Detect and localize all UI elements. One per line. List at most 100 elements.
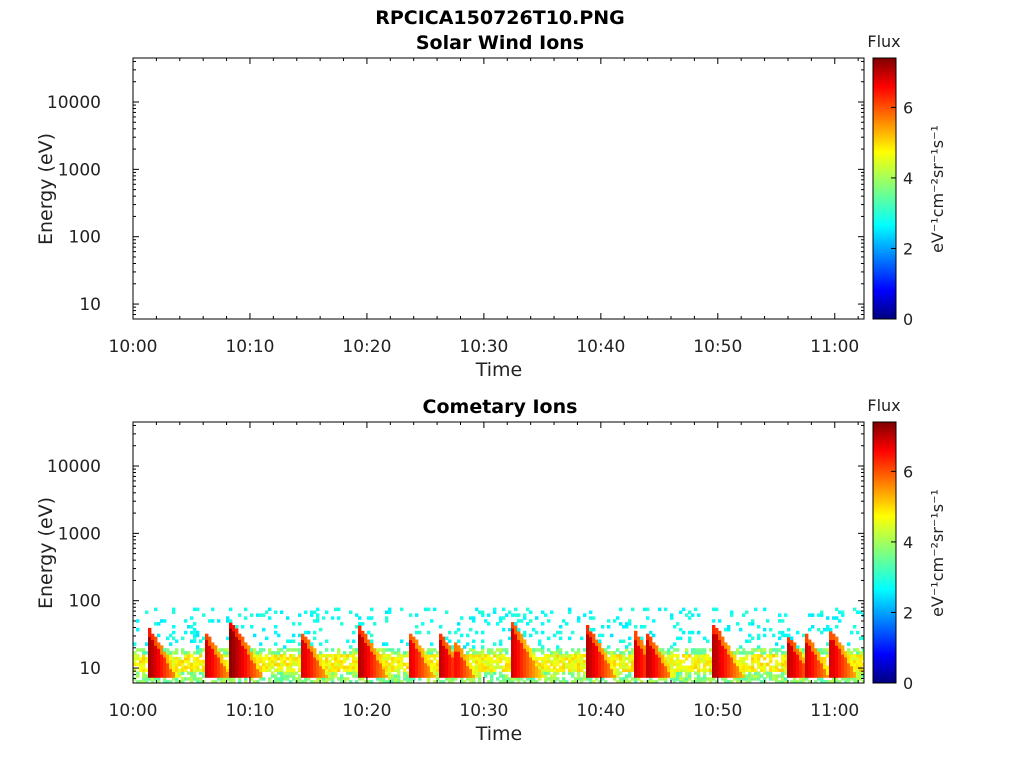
heatmap-cell — [259, 668, 263, 672]
heatmap-cell — [766, 654, 770, 658]
heatmap-cell — [838, 671, 842, 675]
heatmap-cell — [544, 656, 548, 661]
heatmap-cell — [559, 636, 563, 641]
heatmap-cell — [169, 651, 173, 655]
heatmap-cell — [472, 616, 476, 620]
heatmap-cell — [586, 654, 590, 658]
heatmap-cell — [310, 659, 314, 664]
heatmap-cell — [715, 671, 719, 675]
heatmap-cell — [394, 651, 398, 655]
colorbar-unit-2: eV⁻¹cm⁻²sr⁻¹s⁻¹ — [928, 489, 947, 617]
heatmap-cell — [493, 607, 497, 612]
heatmap-cell — [388, 648, 392, 652]
heatmap-cell — [211, 659, 215, 664]
heatmap-cell — [568, 662, 572, 667]
heatmap-cell — [295, 677, 299, 681]
heatmap-cell — [829, 648, 833, 652]
heatmap-cell — [712, 639, 716, 643]
heatmap-cell — [388, 654, 392, 658]
heatmap-cell — [241, 656, 245, 661]
heatmap-cell — [184, 656, 188, 661]
heatmap-cell — [664, 607, 668, 612]
heatmap-cell — [406, 665, 410, 670]
heatmap-cell — [544, 671, 548, 675]
heatmap-cell — [622, 668, 626, 672]
heatmap-cell — [442, 662, 446, 667]
heatmap-cell — [352, 656, 356, 661]
heatmap-cell — [613, 668, 617, 672]
heatmap-cell — [424, 668, 428, 672]
heatmap-cell — [571, 662, 575, 667]
heatmap-cell — [181, 665, 185, 670]
heatmap-cell — [292, 633, 296, 638]
heatmap-cell — [790, 639, 794, 643]
heatmap-cell — [793, 648, 797, 652]
heatmap-cell — [508, 656, 512, 661]
heatmap-cell — [769, 648, 773, 652]
heatmap-cell — [643, 648, 647, 652]
heatmap-cell — [304, 610, 308, 614]
heatmap-cell — [220, 665, 224, 670]
heatmap-cell — [646, 639, 650, 643]
heatmap-cell — [622, 659, 626, 664]
heatmap-cell — [604, 671, 608, 675]
heatmap-cell — [511, 630, 515, 635]
heatmap-cell — [721, 659, 725, 664]
heatmap-cell — [517, 656, 521, 661]
heatmap-cell — [637, 645, 641, 649]
heatmap-cell — [574, 665, 578, 670]
heatmap-cell — [226, 671, 230, 675]
heatmap-cell — [685, 613, 689, 617]
heatmap-cell — [520, 677, 524, 681]
heatmap-cell — [157, 668, 161, 672]
heatmap-cell — [166, 648, 170, 652]
heatmap-cell — [685, 654, 689, 658]
heatmap-cell — [421, 656, 425, 661]
heatmap-cell — [589, 639, 593, 643]
heatmap-cell — [751, 619, 755, 623]
heatmap-cell — [166, 674, 170, 678]
heatmap-cell — [328, 674, 332, 678]
heatmap-cell — [277, 668, 281, 672]
heatmap-cell — [466, 671, 470, 675]
heatmap-cell — [427, 659, 431, 664]
heatmap-cell — [745, 680, 749, 683]
heatmap-cell — [526, 651, 530, 655]
heatmap-cell — [616, 668, 620, 672]
heatmap-cell — [205, 633, 209, 638]
heatmap-cell — [757, 659, 761, 664]
heatmap-cell — [217, 677, 221, 681]
heatmap-cell — [748, 671, 752, 675]
heatmap-cell — [487, 659, 491, 664]
heatmap-cell — [658, 665, 662, 670]
heatmap-cell — [589, 648, 593, 652]
heatmap-cell — [229, 645, 233, 649]
heatmap-cell — [628, 636, 632, 641]
heatmap-cell — [802, 674, 806, 678]
heatmap-cell — [859, 677, 863, 681]
heatmap-cell — [199, 639, 203, 643]
heatmap-cell — [478, 610, 482, 614]
heatmap-cell — [517, 645, 521, 649]
heatmap-cell — [271, 662, 275, 667]
heatmap-cell — [784, 668, 788, 672]
heatmap-cell — [208, 645, 212, 649]
heatmap-cell — [607, 671, 611, 675]
heatmap-cell — [733, 656, 737, 661]
heatmap-cell — [352, 674, 356, 678]
heatmap-cell — [364, 636, 368, 641]
heatmap-cell — [700, 651, 704, 655]
heatmap-cell — [202, 674, 206, 678]
heatmap-cell — [703, 680, 707, 683]
heatmap-cell — [325, 665, 329, 670]
heatmap-cell — [805, 677, 809, 681]
heatmap-cell — [430, 659, 434, 664]
heatmap-cell — [703, 656, 707, 661]
heatmap-cell — [475, 671, 479, 675]
heatmap-cell — [541, 662, 545, 667]
heatmap-cell — [259, 642, 263, 646]
heatmap-cell — [493, 665, 497, 670]
heatmap-cell — [466, 677, 470, 681]
heatmap-cell — [358, 671, 362, 675]
heatmap-cell — [637, 642, 641, 646]
